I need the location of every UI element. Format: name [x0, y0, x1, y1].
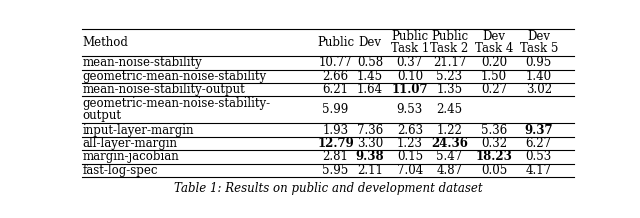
Text: 9.37: 9.37 — [525, 124, 553, 136]
Text: 1.45: 1.45 — [357, 70, 383, 83]
Text: 0.95: 0.95 — [525, 56, 552, 69]
Text: Method: Method — [83, 36, 129, 49]
Text: 0.53: 0.53 — [525, 150, 552, 164]
Text: 6.27: 6.27 — [525, 137, 552, 150]
Text: 4.87: 4.87 — [436, 164, 463, 177]
Text: 1.40: 1.40 — [525, 70, 552, 83]
Text: 1.35: 1.35 — [436, 83, 463, 96]
Text: 11.07: 11.07 — [392, 83, 428, 96]
Text: all-layer-margin: all-layer-margin — [83, 137, 177, 150]
Text: 2.81: 2.81 — [323, 150, 348, 164]
Text: geometric-mean-noise-stability: geometric-mean-noise-stability — [83, 70, 267, 83]
Text: 0.15: 0.15 — [397, 150, 423, 164]
Text: Dev: Dev — [527, 30, 550, 43]
Text: 9.53: 9.53 — [397, 103, 423, 116]
Text: 21.17: 21.17 — [433, 56, 466, 69]
Text: 1.50: 1.50 — [481, 70, 508, 83]
Text: 4.17: 4.17 — [525, 164, 552, 177]
Text: mean-noise-stability-output: mean-noise-stability-output — [83, 83, 245, 96]
Text: 24.36: 24.36 — [431, 137, 468, 150]
Text: 9.38: 9.38 — [356, 150, 385, 164]
Text: Task 5: Task 5 — [520, 42, 558, 55]
Text: 5.99: 5.99 — [323, 103, 349, 116]
Text: 3.02: 3.02 — [525, 83, 552, 96]
Text: 1.93: 1.93 — [323, 124, 349, 136]
Text: Public: Public — [317, 36, 354, 49]
Text: 2.66: 2.66 — [323, 70, 349, 83]
Text: 7.04: 7.04 — [397, 164, 423, 177]
Text: Dev: Dev — [358, 36, 381, 49]
Text: 5.23: 5.23 — [436, 70, 463, 83]
Text: 5.47: 5.47 — [436, 150, 463, 164]
Text: 2.63: 2.63 — [397, 124, 423, 136]
Text: 0.58: 0.58 — [357, 56, 383, 69]
Text: 3.30: 3.30 — [357, 137, 383, 150]
Text: Dev: Dev — [483, 30, 506, 43]
Text: 0.32: 0.32 — [481, 137, 508, 150]
Text: Table 1: Results on public and development dataset: Table 1: Results on public and developme… — [173, 182, 483, 195]
Text: 10.77: 10.77 — [319, 56, 352, 69]
Text: fast-log-spec: fast-log-spec — [83, 164, 158, 177]
Text: 5.36: 5.36 — [481, 124, 508, 136]
Text: 0.37: 0.37 — [397, 56, 423, 69]
Text: mean-noise-stability: mean-noise-stability — [83, 56, 202, 69]
Text: Public: Public — [431, 30, 468, 43]
Text: margin-jacobian: margin-jacobian — [83, 150, 179, 164]
Text: 1.22: 1.22 — [436, 124, 463, 136]
Text: geometric-mean-noise-stability-: geometric-mean-noise-stability- — [83, 97, 271, 111]
Text: Task 1: Task 1 — [390, 42, 429, 55]
Text: 1.23: 1.23 — [397, 137, 423, 150]
Text: 2.11: 2.11 — [357, 164, 383, 177]
Text: Public: Public — [391, 30, 428, 43]
Text: output: output — [83, 109, 122, 122]
Text: 1.64: 1.64 — [357, 83, 383, 96]
Text: 0.20: 0.20 — [481, 56, 508, 69]
Text: 5.95: 5.95 — [323, 164, 349, 177]
Text: 7.36: 7.36 — [357, 124, 383, 136]
Text: input-layer-margin: input-layer-margin — [83, 124, 194, 136]
Text: 2.45: 2.45 — [436, 103, 463, 116]
Text: 0.27: 0.27 — [481, 83, 508, 96]
Text: 0.10: 0.10 — [397, 70, 423, 83]
Text: Task 2: Task 2 — [430, 42, 468, 55]
Text: 18.23: 18.23 — [476, 150, 513, 164]
Text: 0.05: 0.05 — [481, 164, 508, 177]
Text: Task 4: Task 4 — [475, 42, 513, 55]
Text: 12.79: 12.79 — [317, 137, 354, 150]
Text: 6.21: 6.21 — [323, 83, 348, 96]
